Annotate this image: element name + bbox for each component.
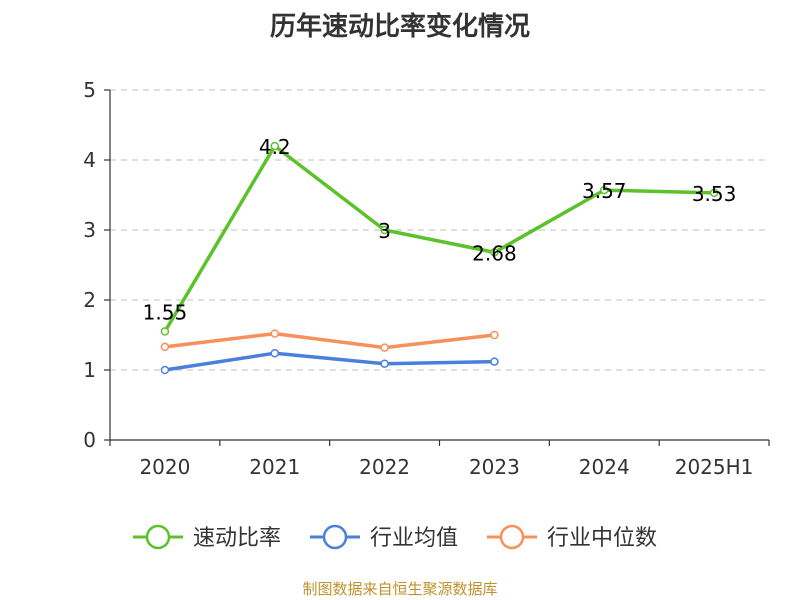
y-tick-label: 2 [83, 288, 96, 312]
data-point [160, 342, 170, 352]
legend-item[interactable]: 行业均值 [310, 524, 458, 551]
x-tick-label: 2024 [579, 455, 630, 479]
data-point [600, 185, 609, 195]
data-labels: 1.55 4.2 3 2.68 3.57 3.53 [143, 135, 737, 325]
data-point [270, 348, 279, 358]
x-tick-label: 2022 [359, 455, 410, 479]
data-label: 3.53 [692, 182, 737, 206]
series-line-0 [163, 144, 715, 333]
data-label: 3.57 [582, 179, 627, 203]
x-tick-label: 2021 [249, 455, 300, 479]
chart-title: 历年速动比率变化情况 [269, 12, 530, 42]
y-tick-label: 4 [83, 148, 96, 172]
legend-circle-icon [499, 524, 525, 550]
y-tick-label: 0 [83, 428, 96, 452]
data-point [490, 357, 499, 366]
data-label: 3 [378, 219, 391, 243]
legend-circle-icon [322, 524, 348, 550]
data-point [490, 330, 499, 340]
series-line-1 [164, 351, 495, 372]
y-tick-label: 5 [83, 78, 96, 102]
x-tick-label: 2023 [469, 455, 520, 479]
source-note: 制图数据来自恒生聚源数据库 [302, 580, 498, 598]
data-point [380, 343, 389, 352]
data-point [270, 329, 279, 338]
data-label: 4.2 [259, 135, 291, 159]
data-point [160, 365, 170, 375]
data-label: 1.55 [143, 301, 188, 325]
grid-lines [110, 89, 769, 371]
series-line-2 [164, 331, 495, 350]
data-point [380, 225, 389, 235]
y-tick-label: 3 [83, 218, 96, 242]
y-tick-label: 1 [83, 358, 96, 382]
data-point [380, 359, 389, 368]
data-label: 2.68 [472, 241, 517, 265]
series-lines [160, 141, 719, 375]
data-point [160, 327, 170, 336]
axes: 0 1 2 3 4 5 2020 2021 2022 2023 2024 2025H1 [83, 78, 770, 479]
legend-circle-icon [145, 524, 171, 550]
data-point [270, 141, 279, 151]
legend-item[interactable]: 速动比率 [133, 524, 281, 551]
x-tick-label: 2020 [139, 455, 190, 479]
legend[interactable]: 速动比率 行业均值 行业中位数 [133, 524, 657, 551]
legend-label: 行业均值 [370, 526, 458, 551]
legend-label: 行业中位数 [547, 526, 657, 551]
data-point [490, 248, 499, 257]
data-point [709, 188, 719, 198]
legend-item[interactable]: 行业中位数 [487, 524, 657, 551]
legend-label: 速动比率 [193, 526, 281, 551]
x-tick-label: 2025H1 [675, 455, 754, 479]
